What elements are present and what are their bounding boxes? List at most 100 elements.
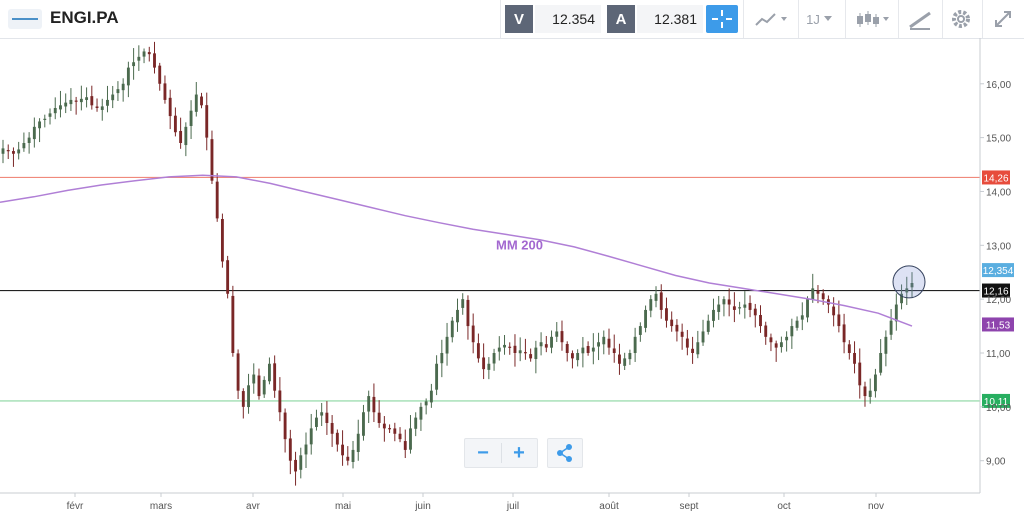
candle[interactable] (382, 416, 386, 442)
candle[interactable] (570, 350, 574, 369)
price-chart[interactable]: 14,26 12,16 10,11 12,354 11,53 MM 200 16,00 1… (0, 38, 1024, 513)
settings-button[interactable] (946, 5, 976, 33)
candle[interactable] (257, 368, 261, 400)
candle[interactable] (74, 96, 78, 115)
candle[interactable] (194, 82, 198, 117)
candle[interactable] (351, 440, 355, 469)
candle[interactable] (294, 451, 297, 486)
candle[interactable] (612, 334, 616, 363)
candle[interactable] (685, 329, 689, 356)
candle[interactable] (200, 92, 203, 109)
candle[interactable] (38, 118, 42, 143)
candle[interactable] (790, 318, 794, 349)
candle[interactable] (388, 424, 392, 434)
candle[interactable] (330, 415, 334, 447)
candle[interactable] (544, 335, 548, 353)
zoom-out-button[interactable]: − (477, 441, 489, 464)
candle[interactable] (241, 388, 245, 419)
candle[interactable] (894, 293, 898, 331)
candle[interactable] (732, 292, 736, 323)
candle[interactable] (727, 288, 731, 317)
candle[interactable] (247, 373, 250, 414)
candle[interactable] (163, 75, 167, 104)
candle[interactable] (503, 335, 506, 355)
candle[interactable] (659, 284, 663, 319)
candle[interactable] (826, 295, 830, 314)
candle[interactable] (759, 305, 762, 333)
candle[interactable] (262, 376, 266, 398)
candle[interactable] (670, 311, 674, 332)
candle[interactable] (691, 336, 695, 364)
buy-button[interactable]: A (607, 5, 635, 33)
candle[interactable] (879, 339, 883, 376)
candle[interactable] (64, 93, 68, 114)
candle[interactable] (779, 336, 783, 353)
candle[interactable] (534, 340, 538, 374)
candle[interactable] (367, 390, 371, 424)
candle[interactable] (299, 447, 303, 479)
candle[interactable] (722, 296, 726, 317)
sell-button[interactable]: V (505, 5, 533, 33)
candle[interactable] (445, 322, 449, 366)
candle[interactable] (873, 368, 877, 398)
candle[interactable] (529, 348, 533, 362)
candle[interactable] (403, 429, 407, 459)
candle[interactable] (27, 132, 31, 154)
candle[interactable] (456, 298, 459, 332)
candle[interactable] (79, 85, 83, 111)
candle[interactable] (132, 48, 136, 80)
candle[interactable] (712, 298, 715, 328)
candle[interactable] (147, 46, 151, 62)
candle[interactable] (550, 330, 553, 354)
candle[interactable] (884, 330, 888, 367)
candle[interactable] (607, 328, 611, 355)
candle[interactable] (278, 377, 282, 422)
fullscreen-button[interactable] (988, 5, 1018, 33)
candle[interactable] (116, 81, 120, 101)
candle[interactable] (795, 316, 799, 331)
candle[interactable] (847, 340, 851, 360)
candle[interactable] (6, 144, 10, 160)
candle[interactable] (910, 272, 914, 298)
candle[interactable] (252, 363, 256, 394)
candle[interactable] (17, 141, 21, 160)
timeframe-button[interactable]: 1J (802, 5, 840, 33)
candle[interactable] (335, 429, 339, 452)
chart-type-button[interactable] (750, 5, 792, 33)
candle[interactable] (341, 430, 345, 466)
candle[interactable] (618, 343, 621, 375)
candle[interactable] (476, 333, 480, 363)
candle[interactable] (701, 319, 705, 346)
candle[interactable] (665, 297, 668, 328)
candle[interactable] (424, 398, 428, 415)
candle[interactable] (393, 422, 397, 442)
candle[interactable] (654, 286, 658, 308)
candle[interactable] (283, 408, 287, 453)
candle[interactable] (868, 378, 872, 404)
candle[interactable] (853, 341, 856, 374)
candle[interactable] (43, 114, 47, 128)
candle[interactable] (680, 323, 684, 350)
candle[interactable] (362, 404, 365, 441)
candle[interactable] (738, 301, 742, 315)
candle[interactable] (111, 85, 115, 109)
candle[interactable] (273, 355, 277, 398)
candle[interactable] (858, 348, 862, 399)
candle[interactable] (346, 446, 350, 466)
candle[interactable] (696, 330, 700, 359)
candle[interactable] (471, 313, 475, 354)
candle[interactable] (581, 336, 585, 368)
candle[interactable] (806, 296, 809, 323)
candle[interactable] (429, 383, 433, 408)
candle[interactable] (215, 173, 219, 222)
candle[interactable] (32, 117, 36, 148)
zoom-in-button[interactable]: + (513, 441, 525, 464)
draw-tool-button[interactable] (904, 5, 936, 33)
candle[interactable] (126, 61, 130, 98)
candle[interactable] (320, 402, 324, 426)
candle[interactable] (623, 352, 627, 371)
candle[interactable] (304, 432, 308, 468)
candle[interactable] (372, 383, 376, 423)
candle[interactable] (811, 273, 815, 303)
candle[interactable] (785, 331, 789, 352)
